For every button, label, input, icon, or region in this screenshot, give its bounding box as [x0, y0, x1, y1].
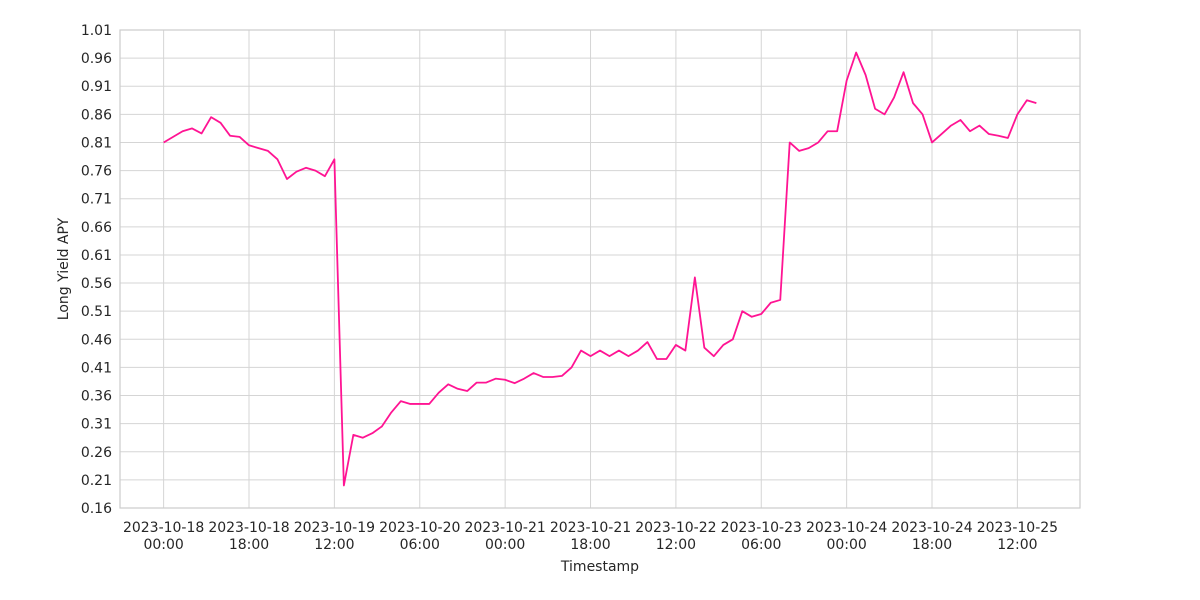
y-tick-label: 0.61 — [81, 248, 112, 264]
y-tick-label: 0.41 — [81, 360, 112, 376]
data-line — [163, 51, 1037, 487]
x-tick-label: 2023-10-21 18:00 — [550, 520, 631, 553]
y-tick-label: 0.26 — [81, 445, 112, 461]
x-tick-label: 2023-10-24 18:00 — [891, 520, 972, 553]
y-tick-label: 0.36 — [81, 389, 112, 405]
x-tick-label: 2023-10-20 06:00 — [379, 520, 460, 553]
y-tick-label: 1.01 — [81, 23, 112, 39]
x-tick-label: 2023-10-18 18:00 — [208, 520, 289, 553]
y-tick-label: 0.91 — [81, 79, 112, 95]
y-axis-label: Long Yield APY — [56, 217, 72, 320]
x-tick-label: 2023-10-22 12:00 — [635, 520, 716, 553]
x-tick-label: 2023-10-19 12:00 — [294, 520, 375, 553]
plot-area — [119, 29, 1081, 509]
y-tick-label: 0.16 — [81, 501, 112, 517]
y-tick-label: 0.31 — [81, 417, 112, 433]
y-tick-label: 0.51 — [81, 304, 112, 320]
x-tick-label: 2023-10-21 00:00 — [464, 520, 545, 553]
y-tick-label: 0.46 — [81, 332, 112, 348]
y-tick-label: 0.81 — [81, 135, 112, 151]
y-tick-label: 0.56 — [81, 276, 112, 292]
x-tick-label: 2023-10-24 00:00 — [806, 520, 887, 553]
y-tick-label: 0.66 — [81, 220, 112, 236]
y-tick-label: 0.21 — [81, 473, 112, 489]
y-tick-label: 0.76 — [81, 164, 112, 180]
x-axis-label: Timestamp — [560, 559, 639, 575]
y-tick-label: 0.86 — [81, 107, 112, 123]
y-tick-label: 0.96 — [81, 51, 112, 67]
x-tick-label: 2023-10-18 00:00 — [123, 520, 204, 553]
x-tick-label: 2023-10-25 12:00 — [977, 520, 1058, 553]
y-tick-label: 0.71 — [81, 192, 112, 208]
x-tick-label: 2023-10-23 06:00 — [721, 520, 802, 553]
